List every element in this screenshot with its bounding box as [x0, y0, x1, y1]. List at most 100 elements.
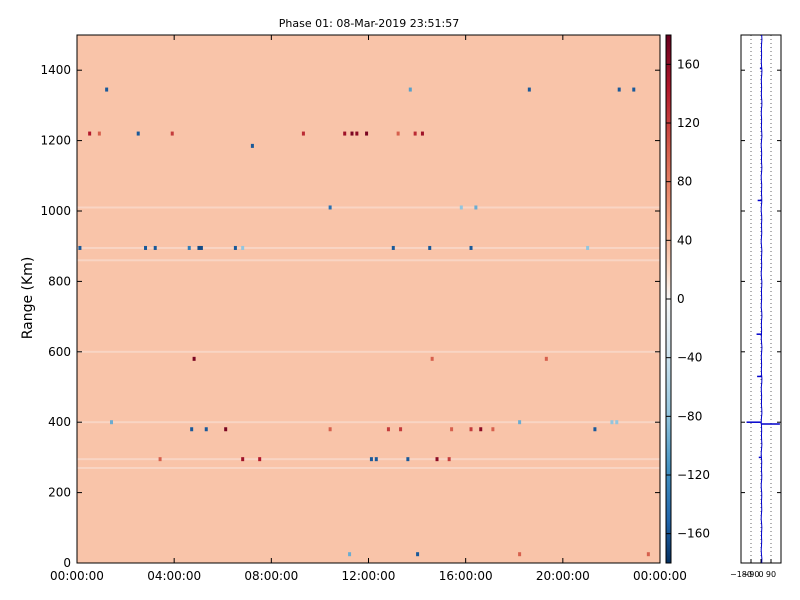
heatmap-speckle: [420, 131, 424, 136]
heatmap-speckle: [399, 427, 403, 432]
heatmap-speckle: [413, 131, 417, 136]
heatmap-speckle: [241, 245, 245, 250]
heatmap-speckle: [110, 420, 114, 425]
heatmap-speckle: [391, 245, 395, 250]
heatmap-speckle: [343, 131, 347, 136]
colorbar-tick-label: 120: [677, 116, 700, 130]
side-plot-y-ticks: [741, 69, 781, 564]
chart-title: Phase 01: 08-Mar-2019 23:51:57: [279, 17, 459, 30]
heatmap-speckle: [447, 457, 451, 462]
heatmap-speckle: [136, 131, 140, 136]
heatmap-speckle: [527, 87, 531, 92]
heatmap-speckle: [430, 356, 434, 361]
side-x-tick-label: 90: [766, 570, 776, 579]
colorbar-tick-label: 80: [677, 175, 692, 189]
colorbar-tick-label: −80: [677, 409, 702, 423]
y-axis-label: Range (Km): [20, 257, 36, 340]
heatmap-speckle: [491, 427, 495, 432]
heatmap-speckle: [250, 143, 254, 148]
heatmap-speckle: [646, 552, 650, 557]
y-axis-ticks: 0 200 400 600 800 1000 1200 1400: [40, 63, 660, 570]
heatmap-speckle: [258, 457, 262, 462]
heatmap-speckle: [474, 205, 478, 210]
heatmap-speckle: [348, 552, 352, 557]
heatmap-speckle: [144, 245, 148, 250]
heatmap-speckle: [544, 356, 548, 361]
heatmap-speckle: [459, 205, 463, 210]
side-plot-profile: [746, 34, 780, 564]
heatmap-speckle: [97, 131, 101, 136]
heatmap-speckle: [197, 245, 201, 250]
heatmap-plot: 00:00:00 04:00:00 08:00:00 12:00:00 16:00:00…: [40, 34, 687, 583]
heatmap-speckle: [408, 87, 412, 92]
heatmap-range-band: [77, 421, 660, 424]
x-tick-label: 04:00:00: [147, 569, 201, 583]
heatmap-range-band: [77, 246, 660, 249]
colorbar: 160 120 80 40 0 −40 −80 −120 −160: [665, 34, 710, 564]
side-profile-plot: −180−90 0 90: [730, 34, 782, 579]
heatmap-speckle: [610, 420, 614, 425]
heatmap-speckle: [450, 427, 454, 432]
y-tick-label: 0: [63, 556, 71, 570]
colorbar-tick-label: 40: [677, 233, 692, 247]
heatmap-speckle: [632, 87, 636, 92]
heatmap-speckle: [233, 245, 237, 250]
x-tick-label: 12:00:00: [342, 569, 396, 583]
heatmap-speckle: [204, 427, 208, 432]
heatmap-speckle: [386, 427, 390, 432]
x-axis-ticks: 00:00:00 04:00:00 08:00:00 12:00:00 16:00:00…: [50, 35, 687, 583]
heatmap-speckle: [187, 245, 191, 250]
heatmap-speckle: [469, 245, 473, 250]
x-tick-label: 00:00:00: [633, 569, 687, 583]
x-tick-label: 00:00:00: [50, 569, 104, 583]
heatmap-speckle: [88, 131, 92, 136]
colorbar-tick-label: −120: [677, 468, 710, 482]
side-x-tick-label: −90: [743, 570, 760, 579]
heatmap-speckle: [396, 131, 400, 136]
y-tick-label: 1400: [40, 63, 71, 77]
heatmap-speckle: [105, 87, 109, 92]
heatmap-speckle: [593, 427, 597, 432]
y-tick-label: 1200: [40, 134, 71, 148]
heatmap-speckle: [224, 427, 228, 432]
heatmap-speckle: [518, 420, 522, 425]
y-tick-label: 400: [48, 415, 71, 429]
heatmap-speckle: [190, 427, 194, 432]
heatmap-speckle: [241, 457, 245, 462]
colorbar-tick-label: 0: [677, 292, 685, 306]
x-tick-label: 20:00:00: [536, 569, 590, 583]
heatmap-speckle: [435, 457, 439, 462]
heatmap-range-band: [77, 206, 660, 209]
heatmap-speckle: [374, 457, 378, 462]
side-x-tick-label: 0: [758, 570, 763, 579]
heatmap-speckle: [518, 552, 522, 557]
heatmap-range-band: [77, 466, 660, 469]
heatmap-speckle: [78, 245, 82, 250]
colorbar-ticks: 160 120 80 40 0 −40 −80 −120 −160: [666, 57, 710, 541]
heatmap-speckle: [192, 356, 196, 361]
heatmap-speckle: [328, 427, 332, 432]
y-tick-label: 600: [48, 345, 71, 359]
y-tick-label: 200: [48, 486, 71, 500]
colorbar-tick-label: 160: [677, 57, 700, 71]
side-plot-x-ticks: −180−90 0 90: [730, 559, 776, 579]
side-profile-line: [760, 34, 763, 564]
heatmap-speckle: [301, 131, 305, 136]
colorbar-tick-label: −40: [677, 351, 702, 365]
heatmap-speckle: [350, 131, 354, 136]
heatmap-speckle: [469, 427, 473, 432]
heatmap-speckle: [406, 457, 410, 462]
side-plot-gridlines: [740, 35, 772, 563]
heatmap-background: [77, 35, 660, 563]
heatmap-speckle: [328, 205, 332, 210]
x-tick-label: 16:00:00: [439, 569, 493, 583]
heatmap-speckle: [586, 245, 590, 250]
heatmap-speckle: [428, 245, 432, 250]
heatmap-speckle: [153, 245, 157, 250]
heatmap-speckle: [615, 420, 619, 425]
heatmap-speckle: [416, 552, 420, 557]
heatmap-speckle: [365, 131, 369, 136]
y-tick-label: 1000: [40, 204, 71, 218]
colorbar-tick-label: −160: [677, 527, 710, 541]
